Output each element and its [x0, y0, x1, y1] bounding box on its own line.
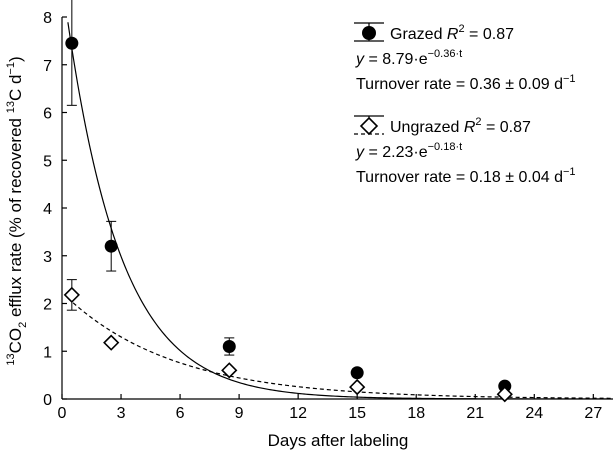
point-ungrazed-3 [349, 378, 366, 396]
point-grazed-3 [350, 366, 364, 380]
x-tick-label-9: 27 [584, 405, 602, 422]
point-grazed-0 [65, 36, 79, 50]
x-tick-label-1: 3 [117, 405, 126, 422]
x-tick-label-6: 18 [407, 405, 425, 422]
series-grazed [65, 0, 612, 399]
x-tick-label-3: 9 [235, 405, 244, 422]
y-axis-label: 13CO2 efflux rate (% of recovered 13C d−… [5, 56, 29, 365]
legend-ungrazed-turnover: Turnover rate = 0.18 ± 0.04 d−1 [356, 166, 576, 186]
legend-ungrazed-marker [359, 116, 379, 136]
fit-curve-grazed [67, 22, 612, 399]
point-ungrazed-1 [103, 334, 120, 351]
point-grazed-2 [222, 339, 236, 353]
x-tick-label-4: 12 [289, 405, 307, 422]
y-tick-label-8: 8 [43, 10, 52, 27]
y-tick-label-5: 5 [43, 153, 52, 170]
legend-grazed-turnover: Turnover rate = 0.36 ± 0.09 d−1 [356, 73, 576, 93]
point-ungrazed-2 [221, 362, 238, 379]
y-tick-label-6: 6 [43, 106, 52, 123]
y-tick-label-2: 2 [43, 297, 52, 314]
y-tick-label-0: 0 [43, 392, 52, 409]
legend-grazed-equation: y = 8.79·e−0.36·t [355, 48, 462, 68]
legend-grazed: Grazed R2 = 0.87 y = 8.79·e−0.36·t Turno… [354, 22, 576, 93]
x-axis-label: Days after labeling [268, 431, 409, 450]
y-tick-label-3: 3 [43, 249, 52, 266]
legend-ungrazed-title: Ungrazed R2 = 0.87 [390, 116, 531, 136]
series-layer [63, 0, 612, 403]
x-tick-label-8: 24 [525, 405, 543, 422]
y-tick-label-7: 7 [43, 58, 52, 75]
x-tick-label-7: 21 [466, 405, 484, 422]
fit-curve-ungrazed [67, 297, 612, 399]
series-ungrazed [63, 279, 612, 403]
y-tick-label-4: 4 [43, 201, 52, 218]
point-ungrazed-0 [63, 286, 80, 304]
x-tick-label-0: 0 [58, 405, 67, 422]
legend: Grazed R2 = 0.87 y = 8.79·e−0.36·t Turno… [354, 22, 576, 186]
legend-ungrazed: Ungrazed R2 = 0.87 y = 2.23·e−0.18·t Tur… [354, 115, 576, 186]
x-tick-label-2: 6 [176, 405, 185, 422]
y-tick-label-1: 1 [43, 344, 52, 361]
x-tick-label-5: 15 [348, 405, 366, 422]
legend-grazed-title: Grazed R2 = 0.87 [390, 23, 514, 43]
point-ungrazed-4 [496, 386, 513, 403]
legend-grazed-marker [362, 26, 376, 40]
point-grazed-1 [104, 239, 118, 253]
legend-ungrazed-equation: y = 2.23·e−0.18·t [355, 141, 462, 161]
